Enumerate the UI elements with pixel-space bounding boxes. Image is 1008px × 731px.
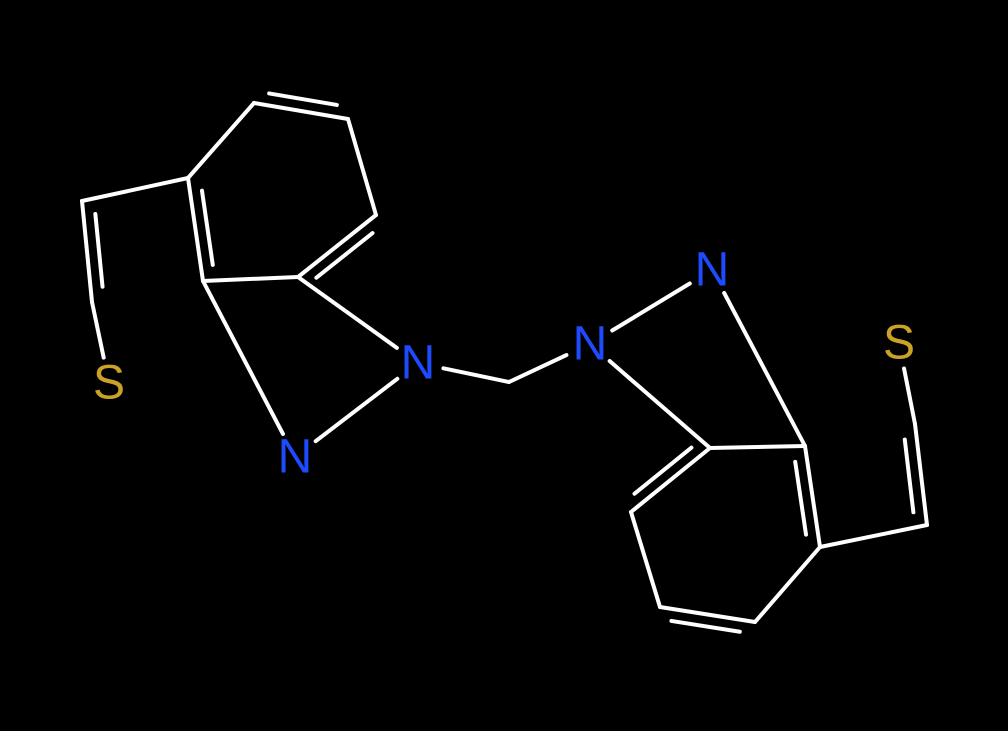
bond-line <box>298 277 397 348</box>
bond-line <box>203 281 283 434</box>
bond-line <box>820 525 927 547</box>
bond-line <box>316 379 398 441</box>
bond-line <box>631 512 660 607</box>
bond-line <box>348 119 376 215</box>
sulfur-atom-label: S <box>883 317 915 370</box>
bond-line <box>915 424 927 525</box>
bonds-layer <box>82 93 927 631</box>
bond-line <box>82 201 92 302</box>
bond-line <box>82 178 188 201</box>
bond-line <box>671 621 739 632</box>
nitrogen-atom-label: N <box>695 244 730 297</box>
bond-line <box>612 283 690 330</box>
bond-line <box>202 191 213 265</box>
bond-line <box>443 368 509 382</box>
bond-line <box>905 440 914 513</box>
bond-line <box>92 302 104 358</box>
bond-line <box>755 547 820 622</box>
bond-line <box>95 214 102 287</box>
bond-line <box>610 361 710 448</box>
bond-line <box>795 462 806 535</box>
molecule-diagram: S S N N N N <box>0 0 1008 731</box>
nitrogen-atom-label: N <box>573 318 608 371</box>
bond-line <box>724 293 805 446</box>
nitrogen-atom-label: N <box>401 337 436 390</box>
nitrogen-atom-label: N <box>278 431 313 484</box>
bond-line <box>298 215 376 277</box>
bond-line <box>631 448 710 512</box>
bond-line <box>710 446 805 448</box>
bond-line <box>188 103 254 178</box>
bond-line <box>509 355 566 382</box>
bond-line <box>269 93 337 105</box>
bond-line <box>904 369 915 424</box>
bond-line <box>203 277 298 281</box>
sulfur-atom-label: S <box>93 357 125 410</box>
